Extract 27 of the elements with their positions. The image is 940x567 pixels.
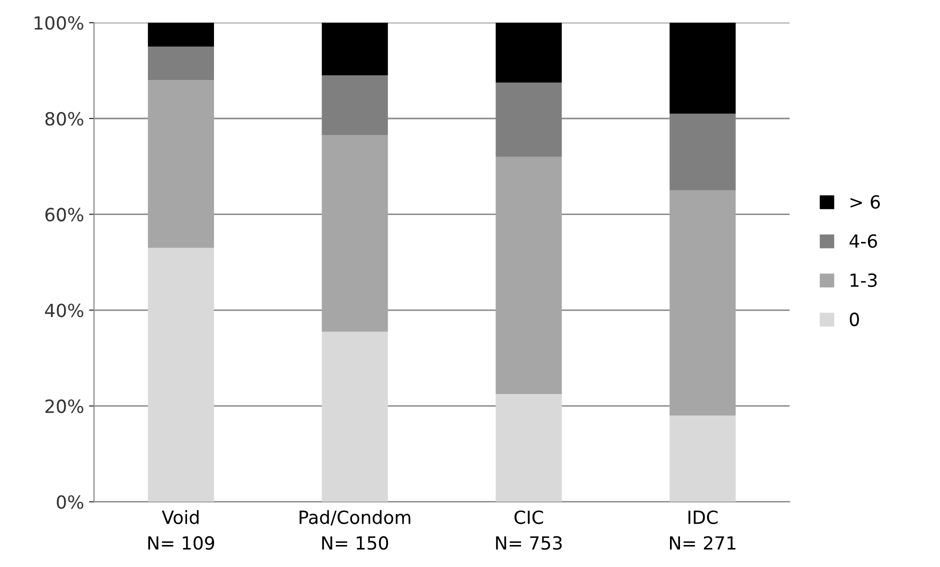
bar	[322, 22, 388, 76]
x-tick-label: CIC N= 753	[496, 510, 562, 550]
legend-label: > 6	[850, 195, 880, 209]
bar	[670, 190, 736, 416]
bar	[148, 80, 214, 248]
bar	[322, 135, 388, 332]
y-tick-label: 20%	[45, 399, 84, 414]
y-tick-label: 40%	[45, 304, 84, 318]
legend-label: 1-3	[850, 273, 877, 288]
y-tick-label: 80%	[45, 112, 84, 126]
legend-label: 4-6	[850, 234, 878, 248]
bar	[496, 22, 562, 83]
y-tick-label: 0%	[56, 495, 84, 509]
bar	[148, 248, 214, 502]
bar	[670, 416, 736, 502]
x-tick-label: IDC N= 271	[670, 510, 736, 550]
bar	[148, 22, 214, 47]
bar	[496, 156, 562, 394]
bar	[496, 394, 562, 502]
y-tick-label: 60%	[45, 208, 84, 222]
bar	[322, 332, 388, 502]
bar	[670, 22, 736, 114]
x-tick-label: Pad/Condom N= 150	[300, 510, 410, 550]
y-tick-label: 100%	[34, 16, 84, 30]
bar	[148, 46, 214, 80]
legend-label: 0	[850, 312, 859, 326]
x-tick-label: Void N= 109	[148, 510, 214, 550]
